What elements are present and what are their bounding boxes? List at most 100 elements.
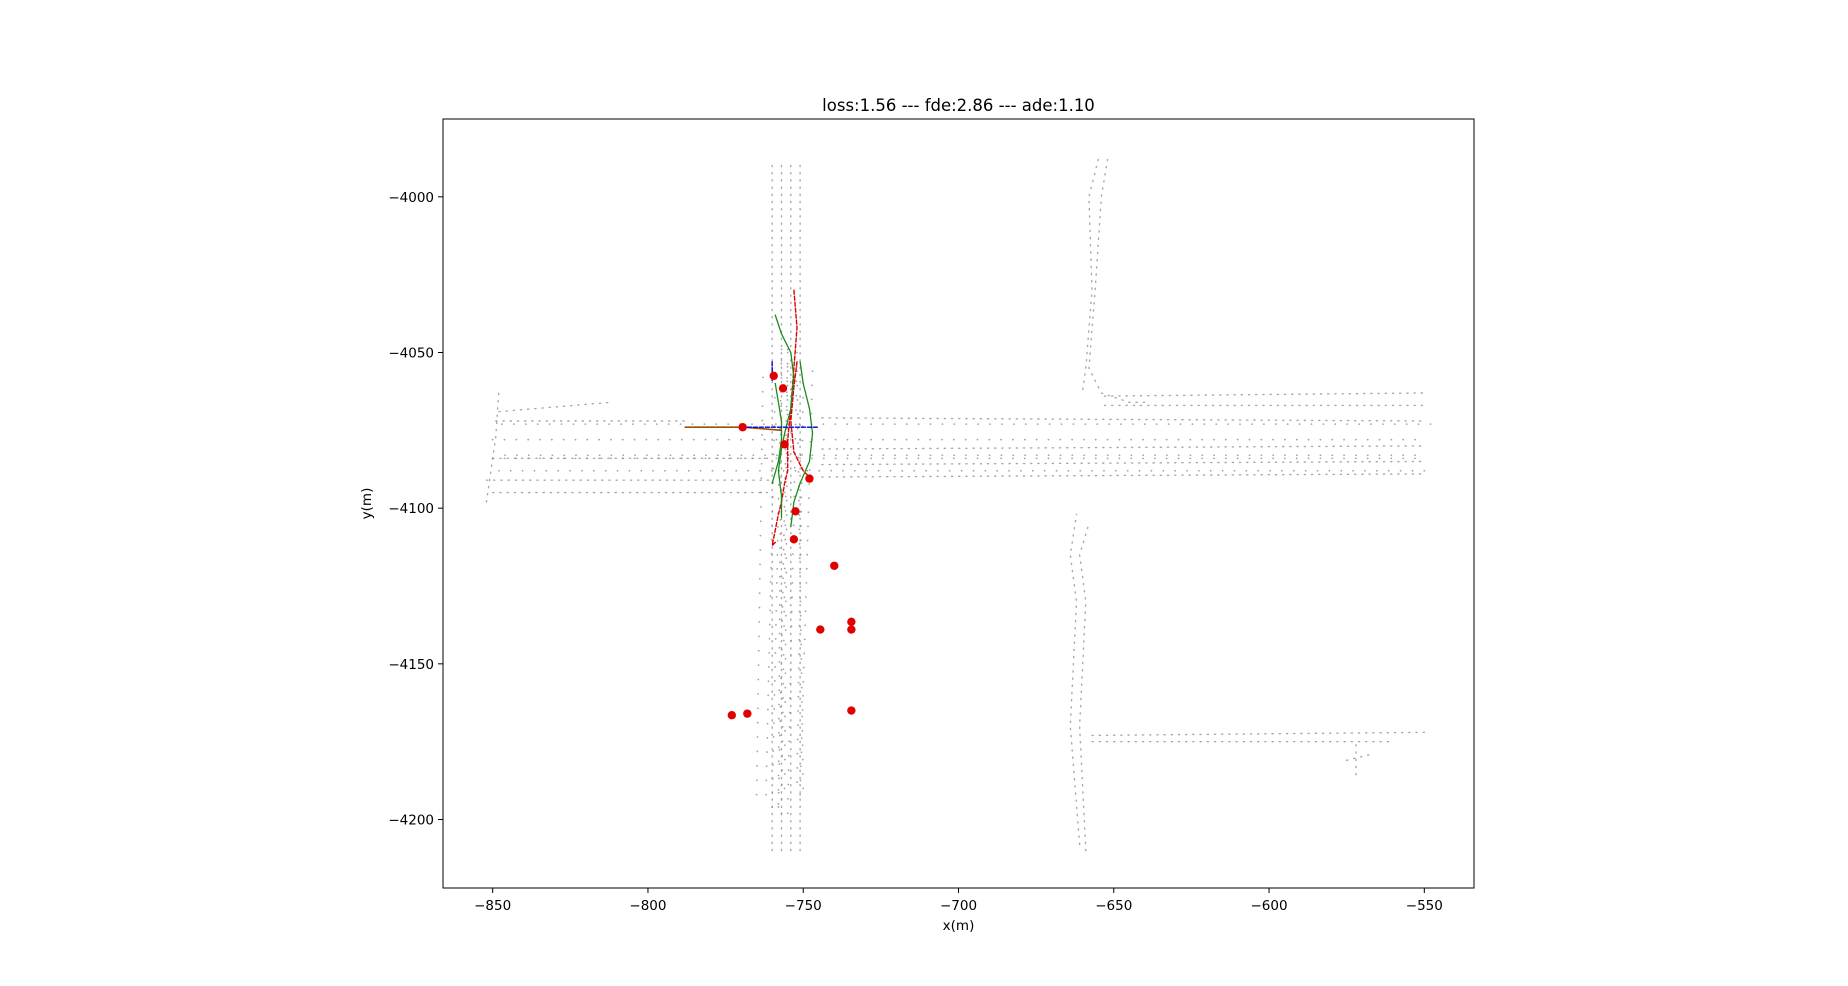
- lane-dot: [798, 423, 801, 426]
- lane-dot: [988, 454, 991, 457]
- lane-dot: [913, 469, 916, 472]
- lane-dot: [640, 469, 643, 472]
- lane-dot: [965, 454, 967, 457]
- lane-dot: [586, 438, 589, 441]
- lane-dot: [799, 438, 802, 441]
- lane-dot: [693, 454, 696, 457]
- lane-dot: [779, 518, 782, 521]
- lane-dot: [1319, 454, 1322, 457]
- lane-dot: [1236, 454, 1239, 457]
- lane-dot: [521, 469, 524, 472]
- lane-dot: [1236, 438, 1239, 441]
- y-tick-label: −4050: [388, 346, 434, 362]
- lane-dot: [870, 423, 872, 426]
- lane-dot: [634, 454, 636, 457]
- lane-dot: [1322, 423, 1325, 426]
- lane-dot: [858, 454, 861, 457]
- lane-dot: [610, 457, 612, 460]
- lane-dot: [779, 547, 782, 550]
- lane-dot: [772, 453, 775, 456]
- lane-dot: [1118, 438, 1121, 441]
- lane-dot: [778, 717, 780, 720]
- lane-dot: [803, 638, 806, 641]
- lane-dot: [586, 457, 589, 460]
- lane-dot: [572, 423, 575, 426]
- lane-dot: [575, 454, 577, 457]
- lane-dot: [616, 469, 619, 472]
- lane-dot: [1414, 454, 1416, 457]
- lane-dot: [1248, 438, 1251, 441]
- chart-title: loss:1.56 --- fde:2.86 --- ade:1.10: [822, 96, 1095, 115]
- lane-dot: [1020, 469, 1022, 472]
- lane-dot: [773, 694, 776, 696]
- lane-dot: [781, 754, 784, 757]
- lane-dot: [784, 553, 786, 555]
- lane-dot: [1094, 438, 1097, 441]
- lane-dot: [783, 787, 786, 790]
- lane-dot: [704, 438, 707, 441]
- lane-dot: [799, 793, 802, 796]
- lane-dot: [788, 711, 791, 714]
- lane-dot: [1132, 423, 1134, 426]
- lane-dot: [783, 581, 786, 584]
- lane-dot: [784, 701, 787, 703]
- lane-dot: [1307, 457, 1310, 460]
- lane-dot: [760, 491, 763, 494]
- lane-dot: [882, 423, 884, 426]
- lane-dot: [778, 441, 781, 444]
- lane-dot: [1284, 438, 1286, 441]
- lane-dot: [1189, 457, 1192, 460]
- lane-dot: [800, 482, 803, 485]
- lane-dot: [1399, 469, 1402, 472]
- lane-dot: [784, 538, 787, 541]
- lane-dot: [563, 454, 566, 457]
- lane-dot: [763, 457, 766, 460]
- lane-dot: [771, 778, 774, 780]
- lane-dot: [574, 457, 577, 460]
- lane-dot: [1106, 438, 1109, 441]
- lane-dot: [728, 457, 731, 460]
- lane-dot: [1083, 457, 1085, 460]
- lane-dot: [740, 457, 742, 460]
- lane-dot: [759, 549, 762, 551]
- lane-dot: [756, 721, 759, 724]
- lane-line: [821, 460, 1426, 466]
- x-tick-label: −750: [785, 898, 822, 914]
- lane-dot: [779, 427, 781, 430]
- lane-dot: [703, 423, 706, 426]
- lane-dot: [539, 454, 542, 457]
- lane-dot: [751, 423, 753, 426]
- agent-markers: [727, 371, 856, 720]
- lane-dot: [1429, 423, 1432, 426]
- lane-dot: [592, 469, 595, 472]
- lane-dot: [801, 715, 804, 718]
- lane-dot: [1262, 423, 1265, 426]
- agent-marker: [738, 423, 747, 432]
- lane-dot: [760, 477, 763, 480]
- lane-dot: [1126, 469, 1129, 472]
- lane-dot: [781, 769, 783, 771]
- lane-dot: [784, 629, 787, 632]
- lane-dot: [655, 423, 658, 426]
- lane-dot: [780, 677, 782, 680]
- lane-dot: [770, 538, 773, 541]
- lane-dot: [786, 377, 789, 379]
- lane-dot: [777, 525, 779, 528]
- lane-dot: [799, 567, 802, 570]
- lane-dot: [785, 542, 788, 545]
- lane-dot: [1106, 454, 1109, 457]
- lane-dot: [772, 467, 775, 470]
- lane-dot: [842, 469, 844, 472]
- lane-dot: [760, 448, 763, 451]
- lane-dot: [797, 470, 800, 473]
- lane-dot: [1084, 423, 1087, 426]
- lane-dot: [645, 438, 648, 441]
- lane-dot: [778, 689, 781, 692]
- lane-dot: [778, 734, 781, 737]
- lane-dot: [941, 423, 944, 426]
- lane-dot: [796, 427, 799, 430]
- lane-dot: [784, 686, 787, 689]
- lane-dot: [846, 454, 849, 457]
- lane-dot: [501, 423, 503, 426]
